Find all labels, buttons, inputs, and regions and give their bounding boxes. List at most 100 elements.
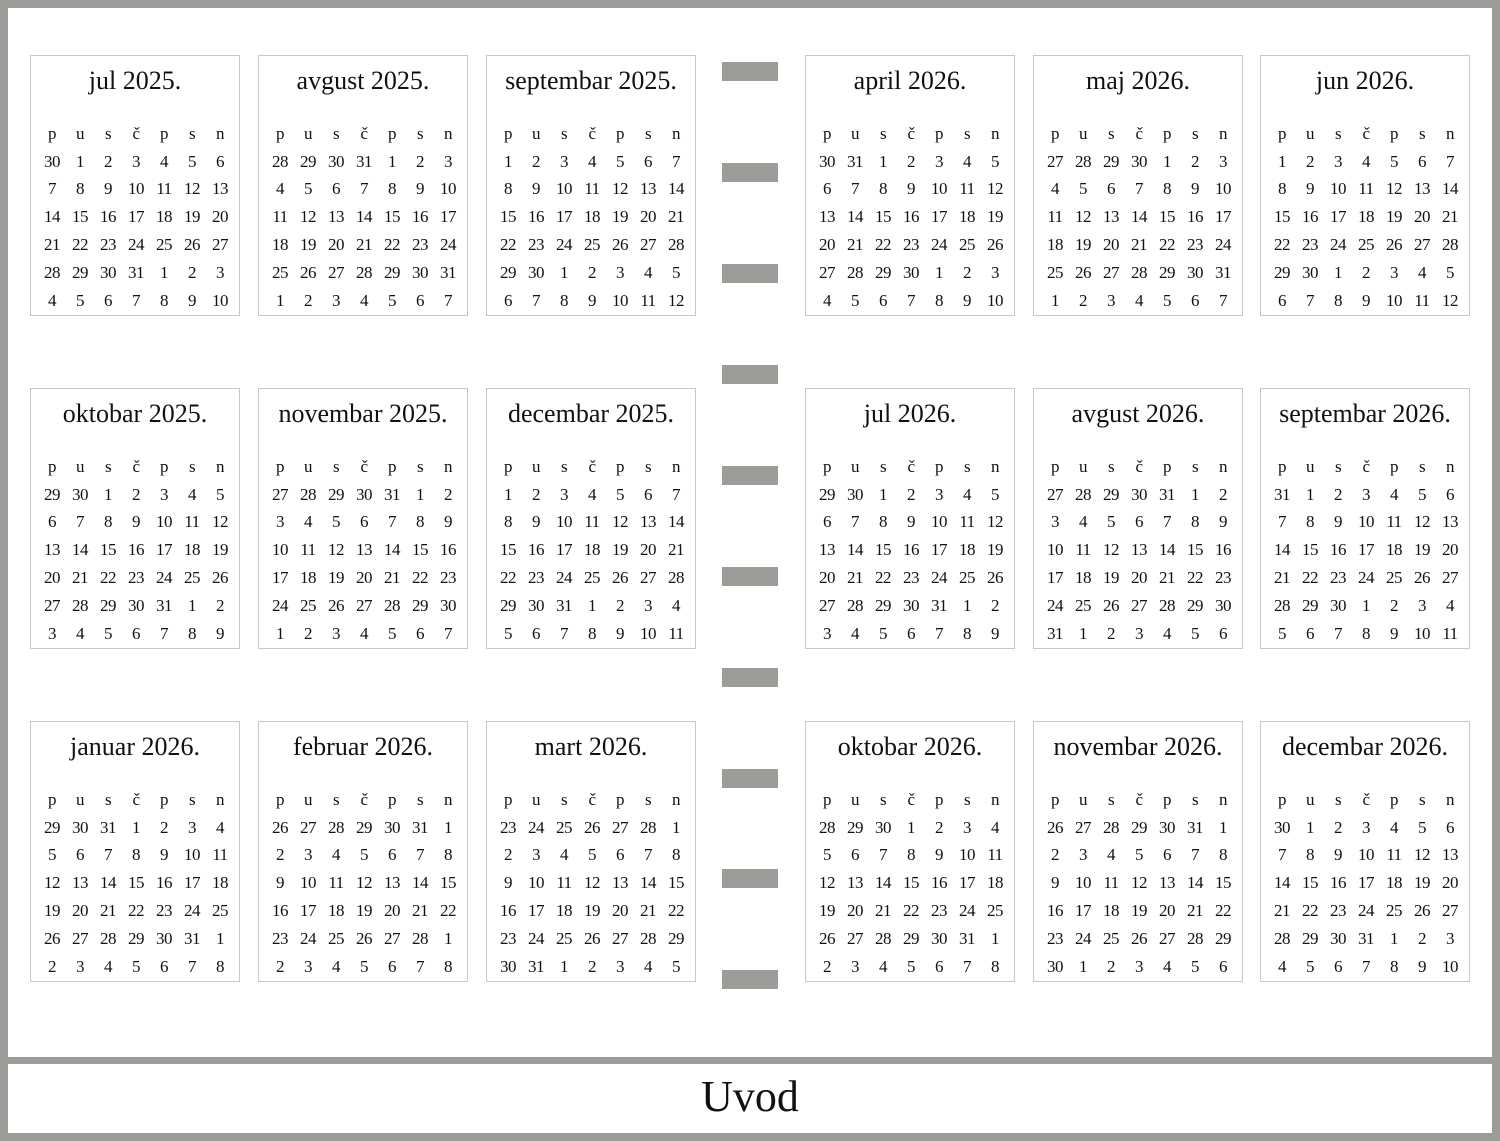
day-cell: 21 <box>1274 568 1291 588</box>
day-cell: 3 <box>48 623 57 643</box>
day-cell: 30 <box>819 151 836 171</box>
day-cell: 7 <box>1278 845 1287 865</box>
day-cell: 23 <box>440 568 457 588</box>
weekday-label: u <box>304 789 313 809</box>
day-cell: 11 <box>328 873 344 893</box>
day-cell: 28 <box>1075 484 1092 504</box>
day-cell: 12 <box>584 873 601 893</box>
weekday-label: s <box>879 123 887 143</box>
day-cell: 19 <box>1386 207 1403 227</box>
weekday-label: u <box>1306 456 1315 476</box>
day-cell: 11 <box>1047 207 1063 227</box>
day-cell: 26 <box>356 928 373 948</box>
day-cell: 18 <box>1386 873 1403 893</box>
day-cell: 7 <box>1362 956 1371 976</box>
day-cell: 22 <box>1302 901 1319 921</box>
day-cell: 1 <box>1278 151 1287 171</box>
day-cell: 25 <box>212 901 229 921</box>
weekday-label: s <box>1107 789 1115 809</box>
day-cell: 22 <box>1187 568 1204 588</box>
day-cell: 4 <box>1446 595 1455 615</box>
day-cell: 2 <box>532 151 541 171</box>
day-cell: 1 <box>907 817 916 837</box>
day-cell: 12 <box>44 873 61 893</box>
day-cell: 4 <box>76 623 85 643</box>
weekday-label: č <box>132 123 140 143</box>
day-cell: 24 <box>959 901 976 921</box>
weekday-label: u <box>1306 789 1315 809</box>
day-cell: 5 <box>823 845 832 865</box>
day-cell: 7 <box>132 290 141 310</box>
day-cell: 17 <box>300 901 317 921</box>
day-cell: 7 <box>851 512 860 532</box>
week-row: 29 30 1 2 3 4 5 <box>494 259 690 287</box>
weekday-label: s <box>188 456 196 476</box>
day-cell: 31 <box>1358 928 1375 948</box>
weekday-label: p <box>1390 789 1399 809</box>
day-cell: 11 <box>1386 845 1402 865</box>
day-cell: 29 <box>72 262 89 282</box>
weekday-label: č <box>907 456 915 476</box>
day-cell: 1 <box>216 928 225 948</box>
day-cell: 21 <box>847 235 864 255</box>
day-cell: 2 <box>616 595 625 615</box>
month-title: novembar 2026. <box>1053 732 1223 761</box>
day-cell: 7 <box>416 956 425 976</box>
day-cell: 15 <box>875 540 892 560</box>
day-cell: 8 <box>1362 623 1371 643</box>
month-title: januar 2026. <box>70 732 200 761</box>
day-cell: 14 <box>1159 540 1176 560</box>
day-cell: 28 <box>356 262 373 282</box>
day-cell: 7 <box>1334 623 1343 643</box>
day-cell: 6 <box>1446 484 1455 504</box>
weekday-label: s <box>1191 123 1199 143</box>
week-row: 15 16 17 18 19 20 21 <box>494 203 690 231</box>
day-cell: 19 <box>819 901 836 921</box>
day-cell: 11 <box>1358 179 1374 199</box>
day-cell: 2 <box>532 484 541 504</box>
day-cell: 26 <box>184 235 201 255</box>
weekday-label: n <box>991 123 1000 143</box>
day-cell: 7 <box>560 623 569 643</box>
week-row: 27 28 29 30 31 1 2 <box>813 592 1009 620</box>
day-cell: 4 <box>1163 623 1172 643</box>
day-cell: 30 <box>500 956 517 976</box>
day-cell: 1 <box>935 262 944 282</box>
day-cell: 18 <box>184 540 201 560</box>
weekday-label: n <box>444 456 453 476</box>
day-cell: 25 <box>556 928 573 948</box>
day-cell: 31 <box>1187 817 1204 837</box>
weekday-label: p <box>616 789 625 809</box>
weekday-label: s <box>104 456 112 476</box>
day-cell: 3 <box>616 262 625 282</box>
day-cell: 4 <box>160 151 169 171</box>
day-cell: 30 <box>1047 956 1064 976</box>
day-cell: 24 <box>556 568 573 588</box>
week-row: 29 30 31 1 2 3 4 <box>38 814 234 842</box>
day-cell: 22 <box>500 235 517 255</box>
day-cell: 21 <box>100 901 117 921</box>
day-cell: 18 <box>212 873 229 893</box>
day-cell: 27 <box>819 595 836 615</box>
day-cell: 7 <box>104 845 113 865</box>
day-cell: 29 <box>1302 928 1319 948</box>
day-cell: 12 <box>1442 290 1459 310</box>
day-cell: 2 <box>991 595 1000 615</box>
day-cell: 17 <box>931 207 948 227</box>
day-cell: 5 <box>360 956 369 976</box>
day-cell: 30 <box>72 484 89 504</box>
day-cell: 7 <box>360 179 369 199</box>
day-cell: 19 <box>1414 540 1431 560</box>
weekday-label: s <box>1334 123 1342 143</box>
day-cell: 21 <box>44 235 61 255</box>
day-cell: 20 <box>640 207 657 227</box>
day-cell: 12 <box>1414 512 1431 532</box>
day-cell: 28 <box>328 817 345 837</box>
day-cell: 18 <box>156 207 173 227</box>
day-cell: 29 <box>903 928 920 948</box>
day-cell: 3 <box>1219 151 1228 171</box>
